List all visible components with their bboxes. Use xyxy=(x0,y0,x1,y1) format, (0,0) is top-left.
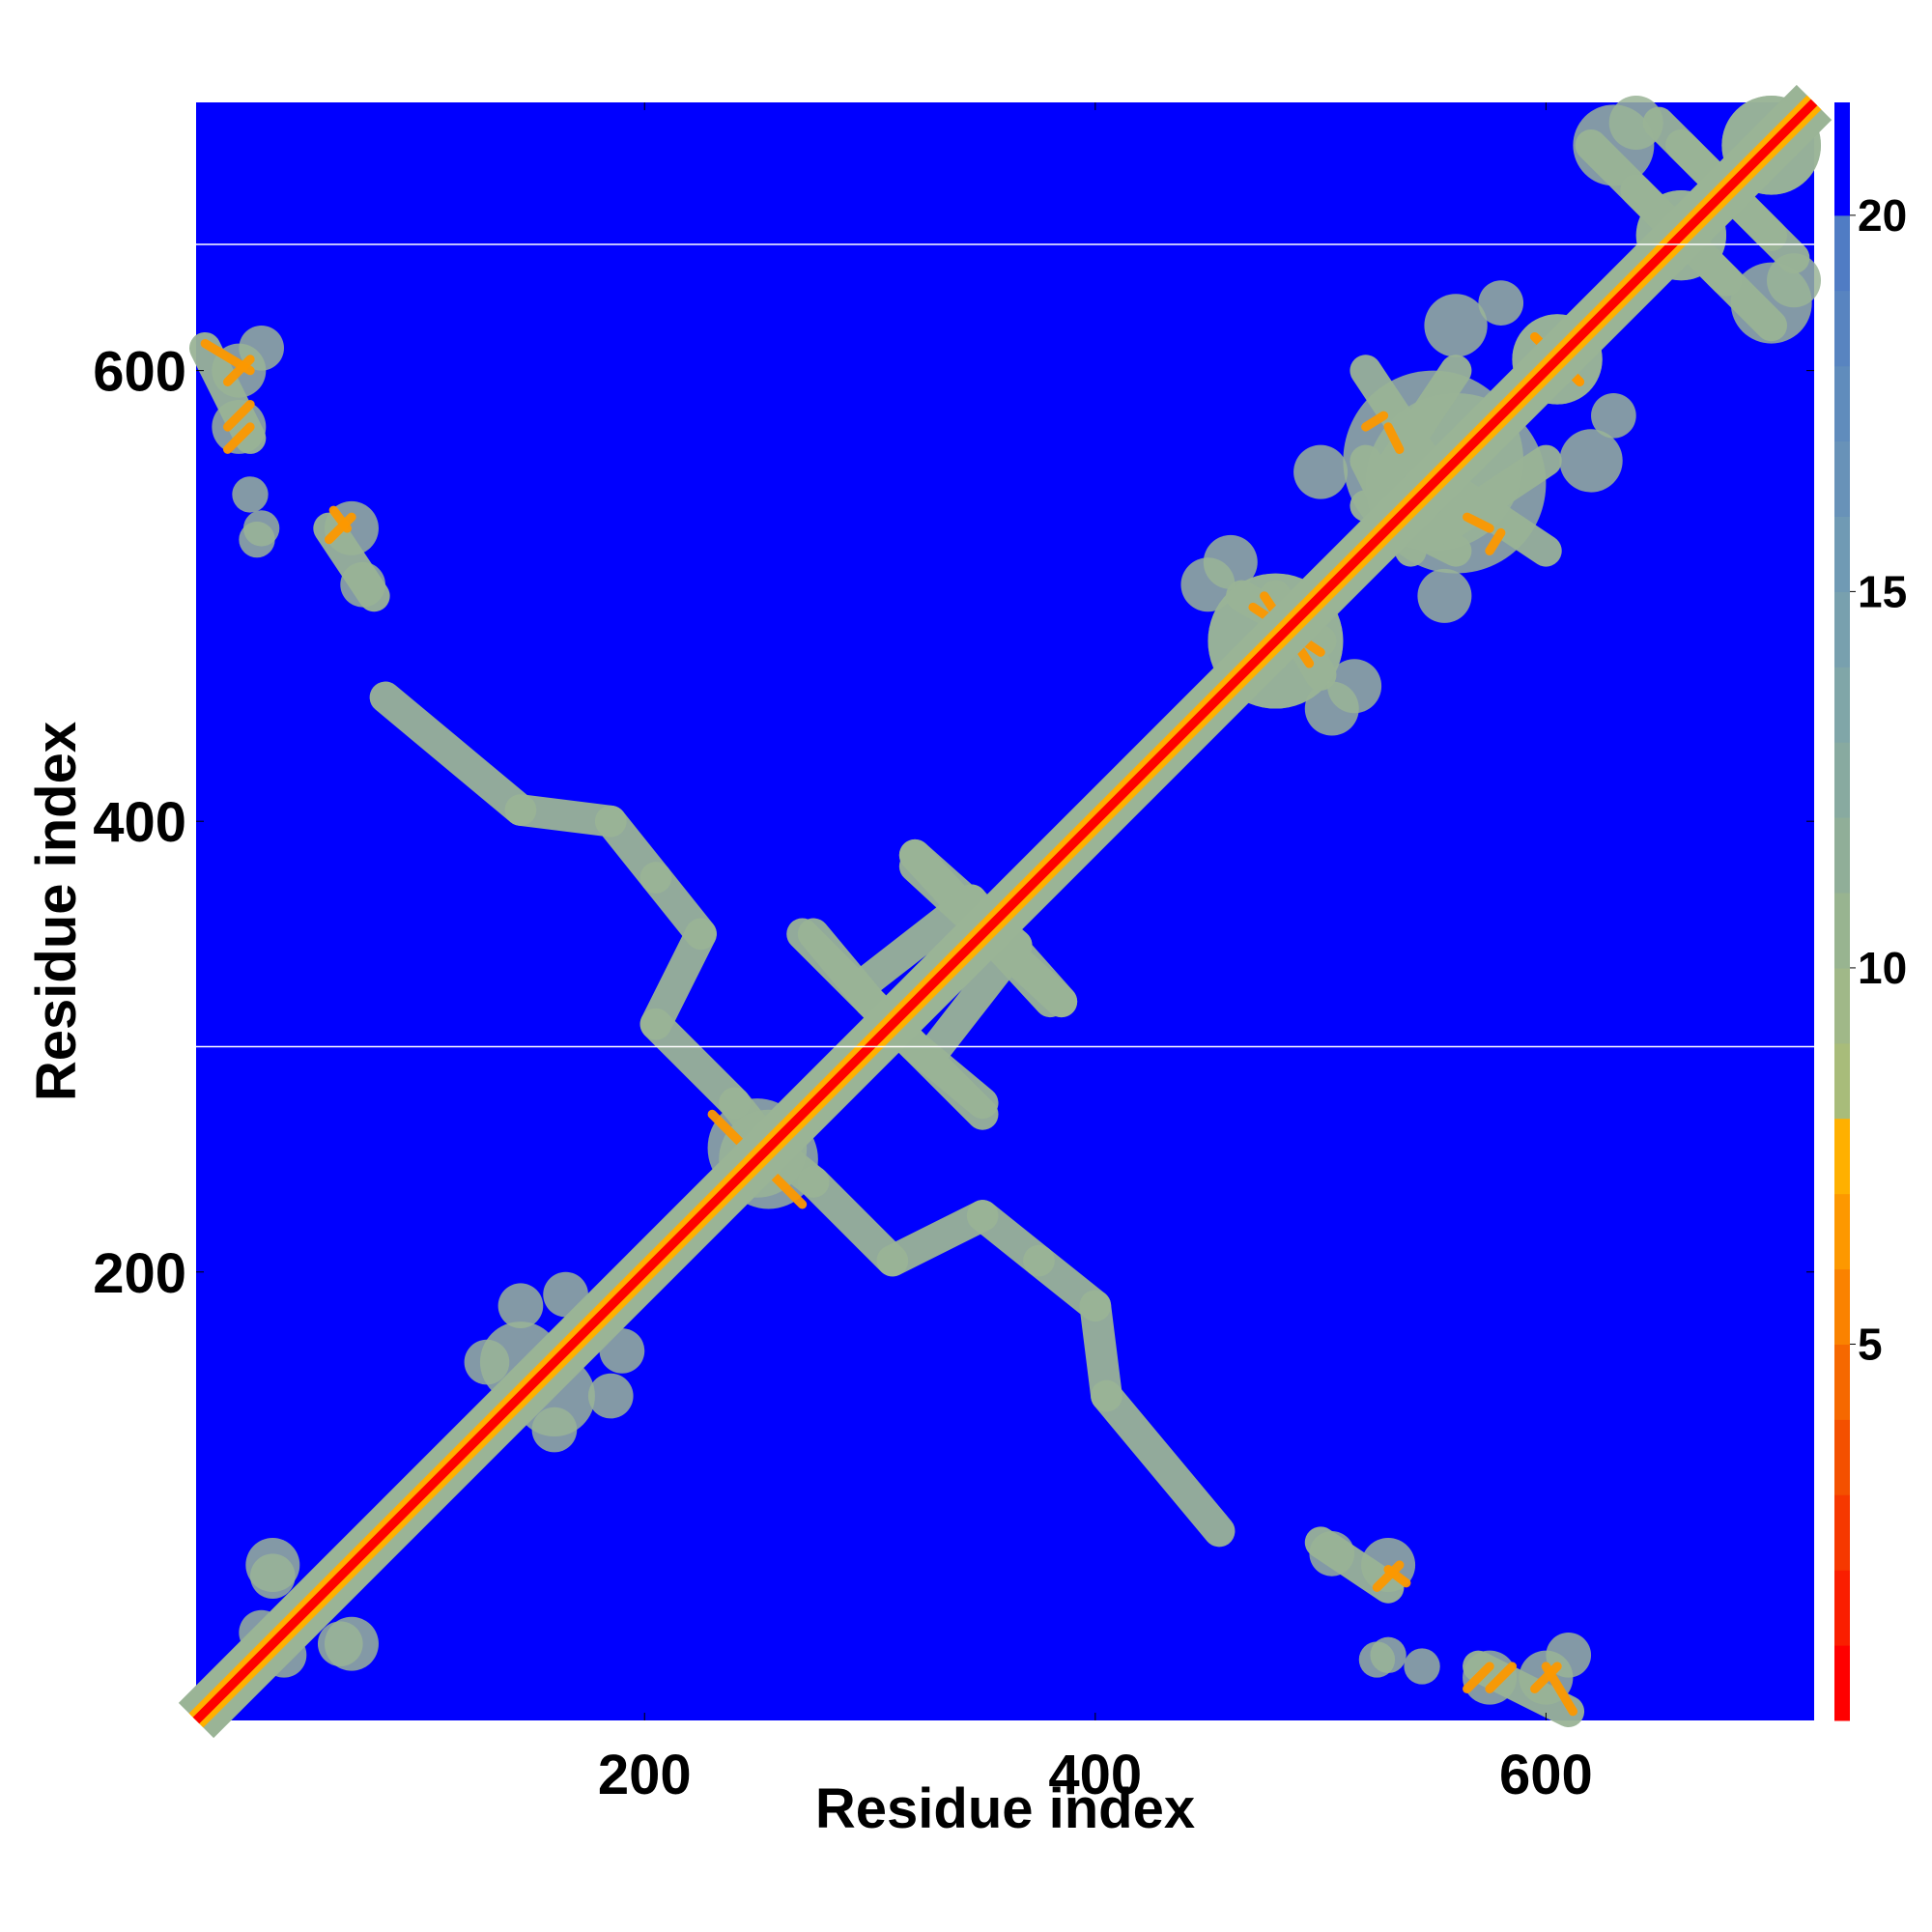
diagonal-core xyxy=(192,99,1818,1724)
y-axis-title: Residue index xyxy=(25,722,88,1101)
contact-blob-mirror xyxy=(1478,280,1524,326)
contact-blob xyxy=(1591,392,1636,439)
contact-blob xyxy=(1424,294,1488,357)
colorbar-swatch xyxy=(1834,893,1850,969)
colorbar-swatch xyxy=(1834,1042,1850,1120)
close-contact xyxy=(1463,1662,1494,1694)
colorbar-swatch xyxy=(1834,1268,1850,1345)
colorbar-swatch xyxy=(1834,440,1850,517)
x-tick-label: 200 xyxy=(598,1744,692,1806)
close-contact xyxy=(222,399,255,432)
contact-segment-mirror xyxy=(1304,1526,1405,1604)
heatmap-plot-area xyxy=(178,84,1833,1739)
contact-blob-mirror xyxy=(1203,534,1258,589)
close-contact-mirror xyxy=(1485,527,1506,555)
colorbar-swatch xyxy=(1834,742,1850,818)
contact-blob-mirror xyxy=(1404,1648,1440,1685)
close-contact xyxy=(1530,1662,1562,1694)
contact-segment-mirror xyxy=(1463,1650,1585,1727)
contact-blob-mirror xyxy=(242,510,280,547)
y-axis-tick-labels: 200 400 600 xyxy=(93,341,186,1305)
close-contact-mirror xyxy=(1485,1662,1518,1694)
colorbar: 5 10 15 20 xyxy=(1834,102,1907,1721)
colorbar-tick-label: 10 xyxy=(1858,943,1907,993)
close-contact xyxy=(1372,1560,1405,1593)
colorbar-tick-labels: 5 10 15 20 xyxy=(1850,190,1907,1369)
contact-blob xyxy=(1327,659,1382,714)
colorbar-swatch xyxy=(1834,365,1850,442)
colorbar-swatch xyxy=(1834,290,1850,367)
colorbar-swatch xyxy=(1834,102,1850,216)
close-contact-mirror xyxy=(222,422,255,454)
colorbar-tick-label: 5 xyxy=(1858,1319,1883,1369)
colorbar-swatch xyxy=(1834,1570,1850,1646)
contact-blob xyxy=(531,1406,578,1453)
close-contact xyxy=(1361,411,1389,432)
contact-segment xyxy=(639,918,717,1040)
contact-blob-mirror xyxy=(497,1283,544,1329)
contact-blob-mirror xyxy=(249,1553,296,1600)
main-diagonal xyxy=(178,84,1833,1739)
close-contact-mirror xyxy=(1383,422,1405,454)
contact-segment xyxy=(369,681,537,826)
y-tick-label: 200 xyxy=(93,1242,186,1305)
x-tick-label: 600 xyxy=(1499,1744,1593,1806)
contact-segment-mirror xyxy=(1372,355,1472,488)
contact-blob xyxy=(1370,1636,1406,1674)
contact-blob xyxy=(232,476,269,513)
y-tick-label: 400 xyxy=(93,791,186,854)
colorbar-swatch xyxy=(1834,1645,1850,1721)
colorbar-swatch xyxy=(1834,817,1850,894)
contact-segment xyxy=(854,884,987,995)
colorbar-swatch xyxy=(1834,1118,1850,1195)
colorbar-swatch xyxy=(1834,1344,1850,1420)
close-contact xyxy=(1463,512,1494,533)
colorbar-swatches xyxy=(1834,102,1850,1721)
colorbar-tick-label: 20 xyxy=(1858,190,1907,241)
gap-lines xyxy=(196,243,1814,1048)
colorbar-tick-label: 15 xyxy=(1858,566,1907,616)
colorbar-swatch xyxy=(1834,967,1850,1044)
x-axis-title: Residue index xyxy=(815,1777,1195,1840)
colorbar-swatch xyxy=(1834,591,1850,668)
contact-blob xyxy=(587,1373,634,1419)
colorbar-swatch xyxy=(1834,516,1850,592)
contact-segment xyxy=(1429,444,1562,545)
colorbar-swatch xyxy=(1834,214,1850,292)
contact-segment-mirror xyxy=(1091,1379,1236,1548)
colorbar-swatch xyxy=(1834,1193,1850,1270)
contact-blob-mirror xyxy=(1767,253,1821,308)
colorbar-swatch xyxy=(1834,1494,1850,1571)
contact-blob xyxy=(1608,96,1663,150)
axis-tick-marks xyxy=(196,102,1814,1720)
close-contact-mirror xyxy=(324,512,356,545)
contact-segment-mirror xyxy=(797,1166,909,1277)
contact-blob-mirror xyxy=(464,1339,510,1385)
contact-blob-mirror xyxy=(1417,568,1472,623)
contact-segment xyxy=(639,1008,751,1120)
colorbar-swatch xyxy=(1834,667,1850,743)
contact-segment-mirror xyxy=(1575,128,1743,297)
contact-segment xyxy=(189,331,267,454)
y-tick-label: 600 xyxy=(93,341,186,404)
contact-segment-mirror xyxy=(876,1200,999,1277)
contact-blob xyxy=(1293,444,1349,499)
x-tick-label: 400 xyxy=(1048,1744,1142,1806)
colorbar-swatch xyxy=(1834,1419,1850,1495)
contact-segment xyxy=(313,512,390,612)
contact-blob xyxy=(317,1621,363,1667)
contact-segment-mirror xyxy=(922,929,1033,1063)
close-contact-mirror xyxy=(222,355,255,386)
contact-blob-mirror xyxy=(1559,429,1623,493)
x-axis-tick-labels: 200 400 600 xyxy=(598,1744,1593,1806)
